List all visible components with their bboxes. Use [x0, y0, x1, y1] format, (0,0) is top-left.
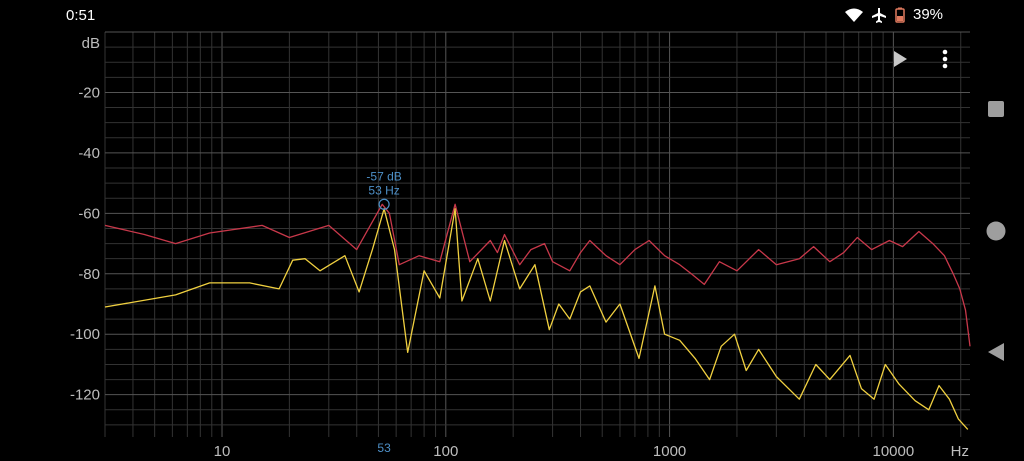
- peak-marker: [378, 198, 390, 210]
- battery-percent: 39%: [913, 6, 944, 23]
- series-line-live: [104, 208, 969, 430]
- x-axis-unit: Hz: [951, 443, 969, 460]
- series-line-peak: [104, 203, 971, 347]
- back-triangle-icon[interactable]: [987, 342, 1005, 362]
- status-time: 0:51: [66, 7, 96, 24]
- x-tick-label: 100: [433, 443, 458, 460]
- play-icon[interactable]: [893, 50, 909, 68]
- nav-bar: [975, 0, 1024, 461]
- home-circle-icon[interactable]: [986, 221, 1006, 241]
- y-tick-label: -120: [70, 387, 100, 404]
- marker-hz-label: 53 Hz: [368, 183, 399, 197]
- y-axis-unit: dB: [82, 35, 100, 52]
- y-tick-label: -20: [78, 84, 100, 101]
- recents-square-icon[interactable]: [987, 100, 1005, 118]
- y-tick-label: -80: [78, 266, 100, 283]
- x-tick-label: 10: [214, 443, 231, 460]
- x-tick-label: 10000: [873, 443, 915, 460]
- wifi-icon: [845, 8, 863, 22]
- y-tick-label: -100: [70, 326, 100, 343]
- more-vert-icon[interactable]: [940, 49, 950, 69]
- x-tick-label: 1000: [653, 443, 686, 460]
- battery-charging-icon: [895, 7, 905, 23]
- airplane-icon: [872, 7, 886, 23]
- y-tick-label: -60: [78, 205, 100, 222]
- marker-db-label: -57 dB: [366, 169, 401, 183]
- y-tick-label: -40: [78, 145, 100, 162]
- status-icons: 39%: [845, 6, 943, 23]
- marker-axis-label: 53: [377, 441, 391, 455]
